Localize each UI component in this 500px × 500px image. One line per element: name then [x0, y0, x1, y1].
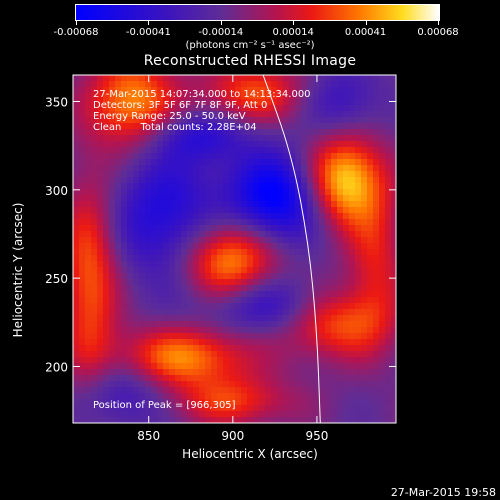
- heatmap-image: [73, 75, 396, 423]
- colorbar-units: (photons cm⁻² s⁻¹ asec⁻²): [185, 40, 315, 51]
- y-tick-label: 350: [45, 95, 68, 109]
- colorbar-tick-label: 0.00014: [272, 27, 314, 38]
- observation-info-line: 27-Mar-2015 14:07:34.000 to 14:13:34.000: [93, 89, 311, 100]
- observation-info-line: Energy Range: 25.0 - 50.0 keV: [93, 111, 246, 122]
- colorbar-tick-label: -0.00014: [198, 27, 244, 38]
- observation-info-line: Clean Total counts: 2.28E+04: [93, 122, 257, 133]
- x-tick-label: 850: [137, 429, 160, 443]
- observation-info-line: Detectors: 3F 5F 6F 7F 8F 9F, Att 0: [93, 100, 267, 111]
- colorbar-tick-mark: [220, 21, 222, 25]
- colorbar-tick-mark: [76, 21, 77, 25]
- y-axis-ticks: 200 250 300 350: [45, 95, 396, 374]
- observation-info: 27-Mar-2015 14:07:34.000 to 14:13:34.000…: [93, 89, 311, 133]
- x-axis-ticks: 850 900 950: [137, 75, 328, 443]
- colorbar: [75, 4, 440, 21]
- heatmap-image-holder: [73, 75, 396, 423]
- colorbar-tick-mark: [365, 21, 367, 25]
- y-axis-label: Heliocentric Y (arcsec): [11, 202, 25, 338]
- x-tick-label: 950: [305, 429, 328, 443]
- colorbar-tick-mark: [438, 21, 439, 25]
- x-tick-label: 900: [221, 429, 244, 443]
- colorbar-tick-mark: [293, 21, 295, 25]
- y-tick-label: 250: [45, 272, 68, 286]
- colorbar-tick-label: 0.00068: [417, 27, 459, 38]
- plot-timestamp: 27-Mar-2015 19:58: [390, 486, 496, 499]
- plot-frame: [72, 74, 397, 424]
- colorbar-tick-label: -0.00041: [125, 27, 171, 38]
- colorbar-tick-label: -0.00068: [53, 27, 99, 38]
- y-tick-label: 300: [45, 184, 68, 198]
- chart-title: Reconstructed RHESSI Image: [143, 53, 357, 69]
- solar-limb-line: [262, 74, 321, 424]
- colorbar-tick-label: 0.00041: [344, 27, 387, 38]
- colorbar-tick-mark: [148, 21, 150, 25]
- x-axis-label: Heliocentric X (arcsec): [182, 447, 318, 461]
- peak-position-label: Position of Peak = [966,305]: [93, 400, 236, 411]
- y-tick-label: 200: [45, 360, 68, 374]
